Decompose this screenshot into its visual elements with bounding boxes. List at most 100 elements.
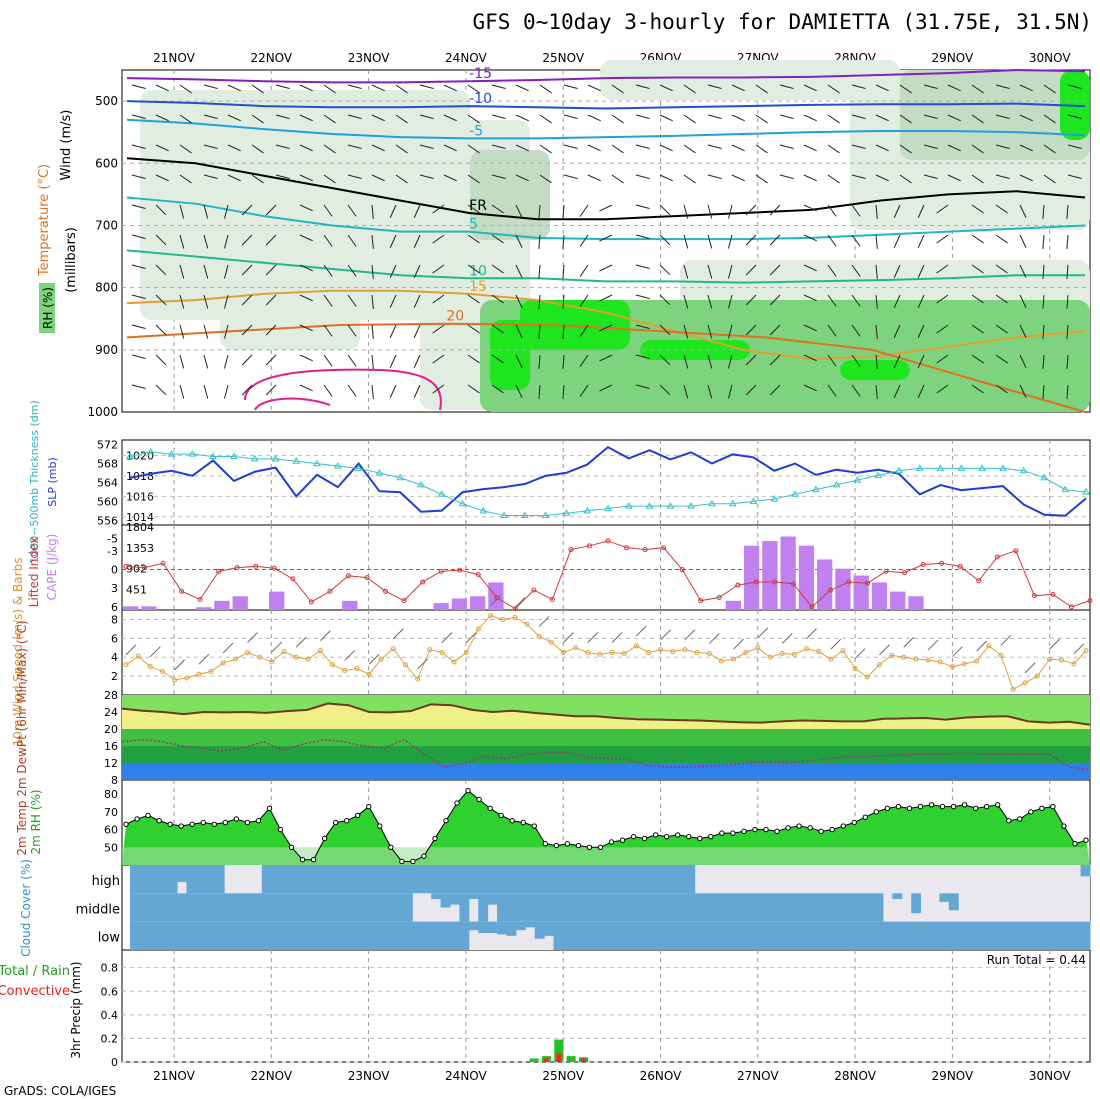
wind-barb [779,84,794,89]
cloud-cell [337,893,347,922]
wind-barb [251,114,264,124]
li-marker [698,598,704,604]
cloud-cell [355,893,366,922]
wind-barb [899,114,912,124]
thickness-marker [520,511,529,519]
wind-marker [281,649,287,655]
wind-barb [432,264,445,274]
wind-barb [539,144,552,154]
wind-barb [599,234,613,242]
wind-barb [707,204,713,219]
wind-barb [936,324,949,334]
cloud-cell [572,921,583,950]
cloud-cell [337,865,347,894]
thickness-marker [583,506,592,514]
cloud-cell [195,865,206,894]
wind-marker [694,650,700,655]
wind-barb [971,234,984,244]
wind-barb [371,114,385,122]
wind-marker [402,662,408,668]
li-marker [438,568,444,574]
wind-barb [299,114,313,122]
wind-barb [491,384,504,394]
wind-barb [827,294,837,307]
wind-barb [827,204,837,217]
rh-marker [443,818,449,824]
ylabel-millibars: (millibars) [64,227,79,293]
series-line-SLP [129,445,1087,517]
wind-barb [923,144,938,149]
cape-bar [470,596,486,610]
wind-barb [347,114,362,119]
thickness-marker [666,502,675,509]
cloud-cell [224,921,235,950]
wind-barb [432,294,445,304]
wind-barb [1066,294,1069,309]
x-tick-bottom-22NOV: 22NOV [250,1069,292,1083]
wind-barb [779,114,794,119]
wind-barb [1042,324,1045,339]
cloud-cell [930,921,940,950]
wind-barb [936,294,949,304]
wind-tick-2: 2 [111,670,118,683]
wind-barb [635,114,650,119]
cloud-cell [478,865,489,894]
surface-wind-barb [1073,643,1085,655]
cape-bar [196,607,212,610]
rh-marker [608,839,615,845]
cloud-cell [487,865,498,894]
wind-barb [419,114,434,119]
cloud-cell [148,865,159,894]
wind-barb [347,204,357,217]
cloud-cell [826,893,837,922]
cloud-cell [675,893,686,922]
cloud-cell [346,865,357,894]
thickness-marker [250,454,259,462]
wind-barb [893,384,901,398]
li-marker [920,562,926,568]
cloud-cell [704,893,715,922]
wind-barb [995,264,1008,274]
cloud-cell [440,865,451,894]
wind-barb [936,264,949,274]
cloud-cell [327,893,338,922]
cloud-cell [553,865,564,894]
rh-marker [1017,816,1023,822]
wind-marker [135,653,141,659]
rh-marker [211,821,217,827]
wind-barb [599,384,613,392]
cloud-cell [1061,921,1072,950]
wind-barb [131,354,146,359]
cape-bar [342,600,358,610]
wind-barb [917,234,925,248]
wind-marker [621,650,627,656]
wind-barb [971,294,984,304]
wind-barb [539,84,552,94]
cloud-level-label-low: low [98,931,121,946]
wind-barb [683,234,689,249]
wind-marker [767,654,773,660]
rh-marker [277,826,284,833]
wind-barb [899,84,912,94]
thickness-marker [604,504,612,511]
wind-barb [971,114,984,124]
wind-barb [579,204,589,217]
isotherm-label--5: -5 [469,123,483,139]
wind-barb [1019,84,1033,92]
wind-barb [936,204,949,214]
wind-barb [131,84,146,89]
wind-marker [172,677,178,683]
cloud-cell [431,893,442,899]
wind-barb [371,234,374,249]
wind-barb [728,264,733,279]
wind-barb [467,174,480,184]
wind-barb [299,384,313,392]
thickness-marker [167,450,176,457]
wind-barb [395,144,408,154]
precip-run-total: Run Total = 0.44 [987,953,1086,967]
wind-barb [683,144,696,154]
surface-wind-barb [611,632,623,643]
wind-barb [893,294,901,308]
wind-barb [587,174,601,182]
rh-marker [399,858,405,865]
